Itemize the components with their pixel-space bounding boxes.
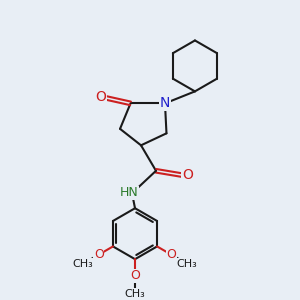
Text: O: O [95,90,106,104]
Text: O: O [94,248,104,261]
Text: HN: HN [120,186,138,199]
Text: O: O [167,248,176,261]
Text: CH₃: CH₃ [73,259,94,269]
Text: CH₃: CH₃ [124,289,146,298]
Text: CH₃: CH₃ [176,259,197,269]
Text: N: N [160,96,170,110]
Text: O: O [130,269,140,282]
Text: O: O [182,168,193,182]
